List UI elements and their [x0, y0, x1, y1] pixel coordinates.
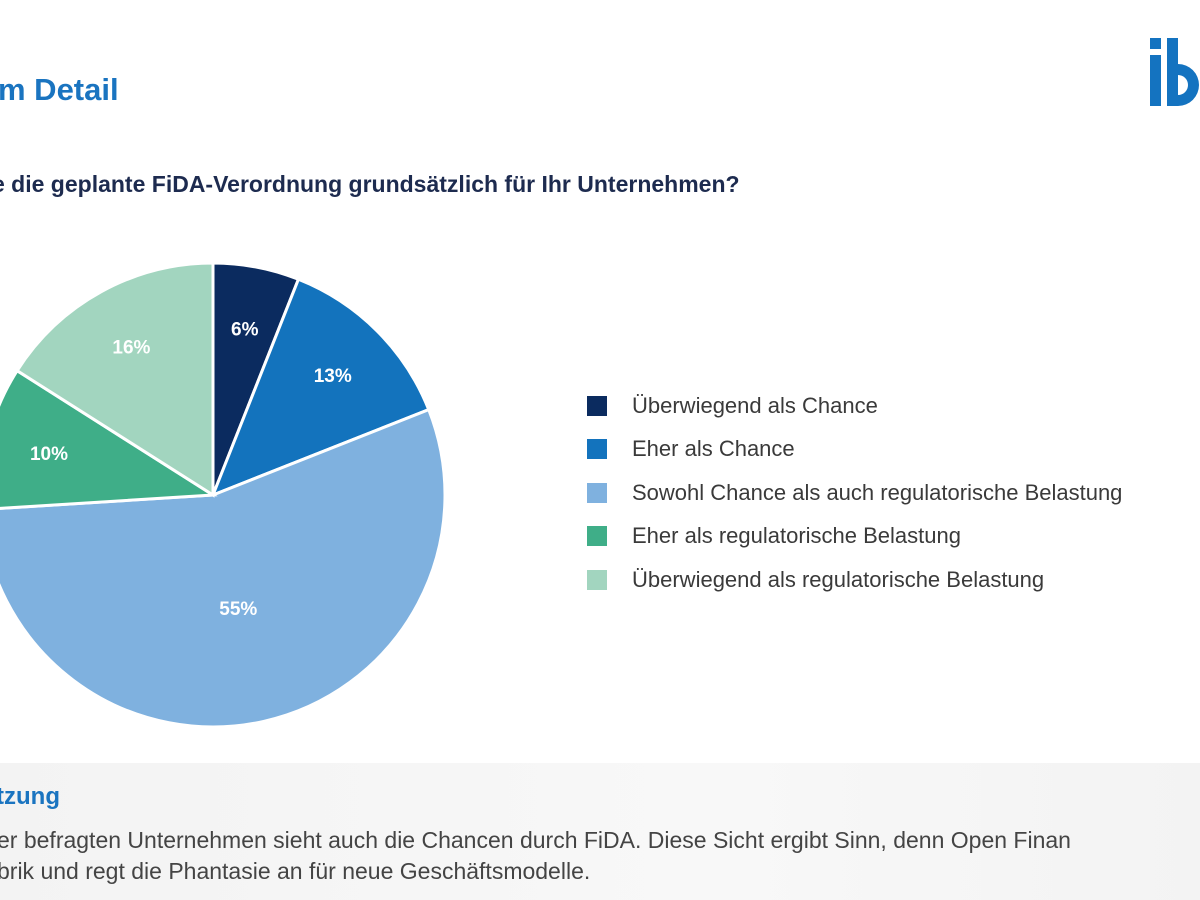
- legend-item: Sowohl Chance als auch regulatorische Be…: [587, 471, 1122, 515]
- legend-item: Eher als Chance: [587, 428, 1122, 472]
- legend-item: Überwiegend als Chance: [587, 384, 1122, 428]
- legend-item: Eher als regulatorische Belastung: [587, 515, 1122, 559]
- pie-slice: [0, 407, 447, 729]
- ib-logo: [1150, 38, 1199, 106]
- data-label: 16%: [112, 338, 150, 359]
- legend-label: Überwiegend als regulatorische Belastung: [632, 566, 1045, 592]
- data-label: 6%: [231, 320, 259, 341]
- pie-slice: [15, 261, 215, 498]
- pie-chart: 6% 13% 55% 10% 16%: [0, 261, 447, 729]
- legend-label: Sowohl Chance als auch regulatorische Be…: [632, 479, 1123, 505]
- summary-title: tzung: [0, 783, 60, 810]
- legend-label: Eher als Chance: [632, 436, 795, 462]
- pie-slice: [0, 368, 218, 510]
- summary-panel: tzung er befragten Unternehmen sieht auc…: [0, 763, 1200, 900]
- legend-item: Überwiegend als regulatorische Belastung: [587, 558, 1122, 602]
- data-label: 10%: [30, 444, 68, 465]
- legend-swatch: [587, 439, 607, 460]
- summary-line: brik und regt die Phantasie an für neue …: [0, 858, 591, 884]
- legend-label: Eher als regulatorische Belastung: [632, 523, 961, 549]
- legend-swatch: [587, 395, 607, 416]
- data-label: 13%: [314, 366, 352, 387]
- survey-question: e die geplante FiDA-Verordnung grundsätz…: [0, 171, 740, 197]
- data-label: 55%: [219, 599, 257, 620]
- summary-line: er befragten Unternehmen sieht auch die …: [0, 827, 1071, 853]
- summary-text: er befragten Unternehmen sieht auch die …: [0, 825, 1071, 887]
- page-title: m Detail: [0, 72, 119, 107]
- legend-swatch: [587, 569, 607, 590]
- legend-label: Überwiegend als Chance: [632, 392, 878, 418]
- legend-swatch: [587, 526, 607, 547]
- legend: Überwiegend als Chance Eher als Chance Sow…: [587, 384, 1122, 602]
- pie-slice: [210, 277, 431, 498]
- legend-swatch: [587, 482, 607, 503]
